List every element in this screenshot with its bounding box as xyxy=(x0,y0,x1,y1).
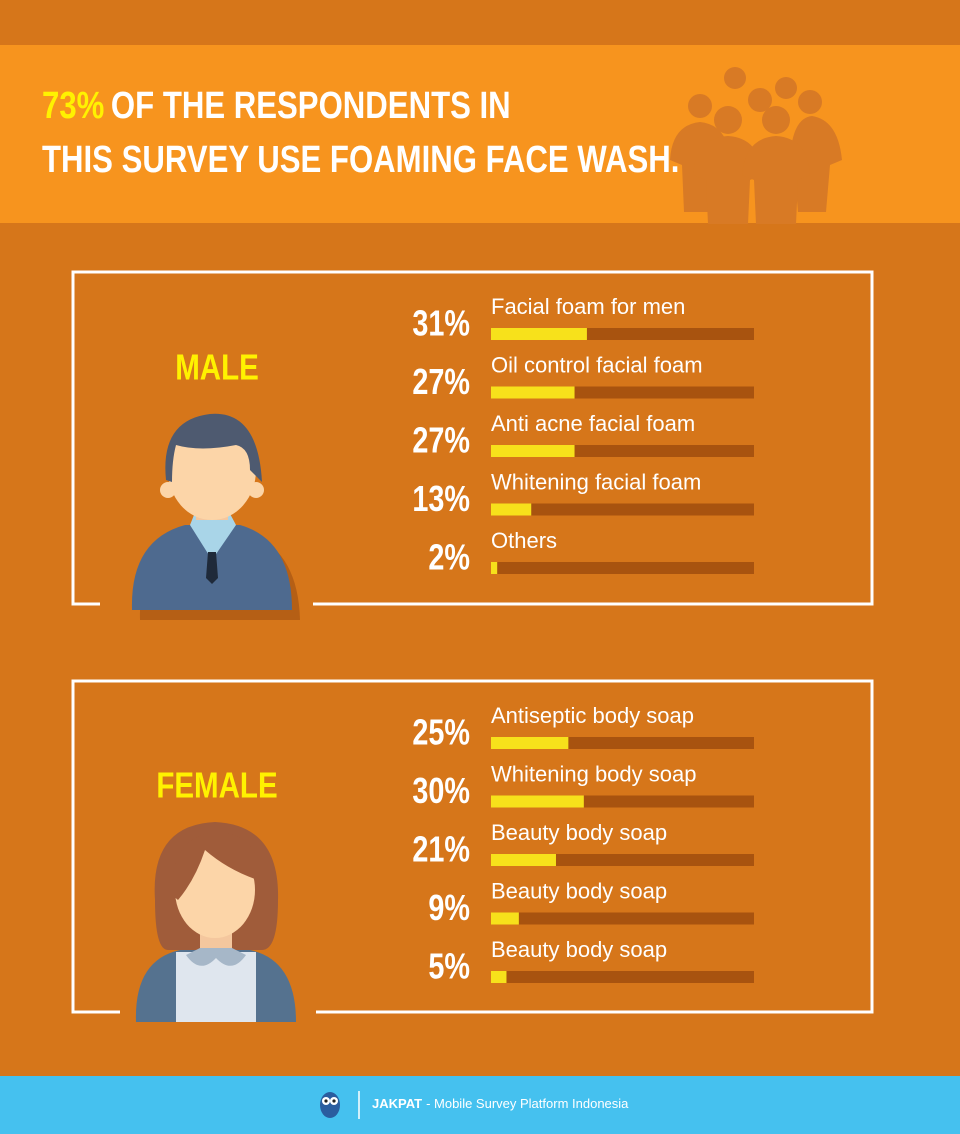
value-label: 27% xyxy=(412,419,470,460)
owl-logo xyxy=(320,1092,340,1118)
bar xyxy=(491,445,575,457)
category-label: Beauty body soap xyxy=(491,820,667,845)
category-label: Antiseptic body soap xyxy=(491,703,694,728)
bar xyxy=(491,328,587,340)
bar xyxy=(491,971,507,983)
bar-track xyxy=(491,854,754,866)
crowd-icon xyxy=(670,67,842,224)
bar xyxy=(491,386,575,399)
bar-track xyxy=(491,971,754,983)
category-label: Whitening facial foam xyxy=(491,469,701,494)
footer-text: JAKPAT - Mobile Survey Platform Indonesia xyxy=(372,1096,629,1111)
headline-line1: 73% OF THE RESPONDENTS IN xyxy=(42,85,511,127)
bar-track xyxy=(491,912,754,925)
category-label: Whitening body soap xyxy=(491,761,696,786)
value-label: 5% xyxy=(428,945,470,986)
female-figure xyxy=(135,822,296,1022)
female-frame xyxy=(71,679,874,1014)
value-label: 13% xyxy=(412,478,470,519)
headline-highlight: 73% xyxy=(42,85,104,127)
bar xyxy=(491,503,532,516)
section-title: FEMALE xyxy=(156,765,277,805)
value-label: 21% xyxy=(412,828,470,869)
bar-track xyxy=(491,562,754,574)
section-title: MALE xyxy=(175,347,259,387)
value-label: 30% xyxy=(412,770,470,811)
category-label: Facial foam for men xyxy=(491,294,685,319)
bar xyxy=(491,912,519,925)
bar xyxy=(491,795,584,808)
value-label: 2% xyxy=(428,536,470,577)
category-label: Others xyxy=(491,528,557,553)
value-label: 27% xyxy=(412,361,470,402)
value-label: 25% xyxy=(412,711,470,752)
footer-brand: JAKPAT xyxy=(372,1096,422,1111)
bar xyxy=(491,562,498,574)
category-label: Beauty body soap xyxy=(491,878,667,903)
male-figure xyxy=(131,413,300,620)
category-label: Beauty body soap xyxy=(491,937,667,962)
category-label: Oil control facial foam xyxy=(491,352,703,377)
footer-band xyxy=(0,1076,960,1134)
value-label: 9% xyxy=(428,887,470,928)
value-label: 31% xyxy=(412,302,470,343)
headline-text: OF THE RESPONDENTS IN xyxy=(111,85,511,127)
bar xyxy=(491,854,556,866)
headline-line2: THIS SURVEY USE FOAMING FACE WASH. xyxy=(42,139,679,181)
bar-track xyxy=(491,503,754,516)
category-label: Anti acne facial foam xyxy=(491,411,695,436)
male-frame xyxy=(71,270,874,606)
bar xyxy=(491,737,569,749)
footer-tagline: - Mobile Survey Platform Indonesia xyxy=(426,1096,629,1111)
